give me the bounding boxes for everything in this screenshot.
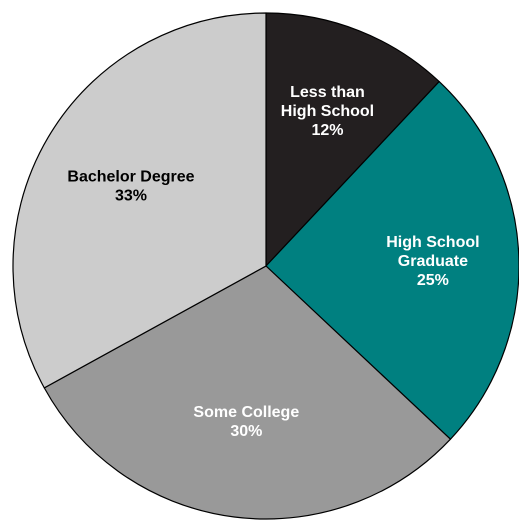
pie-label-bachelor-degree: Bachelor Degree 33% (67, 169, 194, 205)
labels-layer: Less than High School 12% High School Gradua… (67, 84, 479, 440)
pie-label-high-school-graduate: High School Graduate 25% (386, 234, 479, 289)
pie-label-line: High School (281, 103, 374, 120)
pie-label-line: 12% (311, 122, 343, 139)
pie-label-line: 30% (230, 423, 262, 440)
pie-label-line: 25% (417, 272, 449, 289)
pie-label-some-college: Some College 30% (193, 404, 299, 440)
pie-slice-some-college (43, 265, 452, 520)
pie-slice-bachelor-degree (12, 12, 267, 389)
pie-label-line: Less than (290, 84, 365, 101)
pie-label-line: Some College (193, 404, 299, 421)
pie-slice-less-than-high-school (265, 12, 440, 267)
slices-layer (12, 12, 519, 520)
pie-label-line: High School (386, 234, 479, 251)
pie-label-line: Graduate (398, 253, 468, 270)
pie-label-line: 33% (115, 188, 147, 205)
pie-label-less-than-high-school: Less than High School 12% (281, 84, 374, 139)
pie-label-line: Bachelor Degree (67, 169, 194, 186)
